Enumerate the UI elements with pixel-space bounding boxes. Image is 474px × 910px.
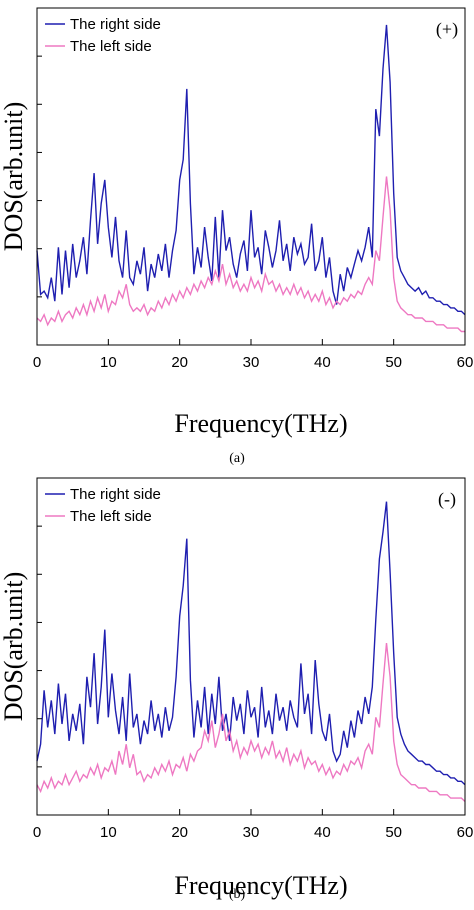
- series-line: [36, 501, 466, 786]
- x-tick-label: 20: [171, 824, 188, 841]
- x-tick-label: 30: [243, 824, 260, 841]
- legend-label: The right side: [70, 486, 161, 503]
- series-line: [36, 176, 465, 333]
- y-axis-title: DOS(arb.unit): [0, 572, 28, 721]
- annotation: (+): [436, 19, 458, 40]
- x-tick-label: 60: [457, 824, 474, 841]
- plot-frame: [36, 477, 466, 816]
- x-axis-title: Frequency(THz): [174, 871, 347, 900]
- x-tick-label: 60: [457, 354, 474, 371]
- series-line: [36, 643, 466, 803]
- legend-label: The right side: [70, 16, 161, 33]
- x-tick-label: 10: [100, 824, 117, 841]
- x-tick-label: 30: [243, 354, 260, 371]
- legend-label: The left side: [70, 508, 152, 525]
- plot-frame: [36, 7, 466, 346]
- legend-label: The left side: [70, 38, 152, 55]
- y-axis-title: DOS(arb.unit): [0, 102, 28, 251]
- x-tick-label: 0: [33, 824, 41, 841]
- caption: (b): [229, 887, 246, 902]
- series-line: [36, 24, 466, 316]
- x-tick-label: 0: [33, 354, 41, 371]
- x-axis-title: Frequency(THz): [174, 409, 347, 438]
- caption: (a): [229, 451, 245, 466]
- annotation: (-): [438, 489, 456, 510]
- x-tick-label: 10: [100, 354, 117, 371]
- x-tick-label: 50: [385, 824, 402, 841]
- x-tick-label: 20: [171, 354, 188, 371]
- x-tick-label: 40: [314, 354, 331, 371]
- x-tick-label: 50: [385, 354, 402, 371]
- x-tick-label: 40: [314, 824, 331, 841]
